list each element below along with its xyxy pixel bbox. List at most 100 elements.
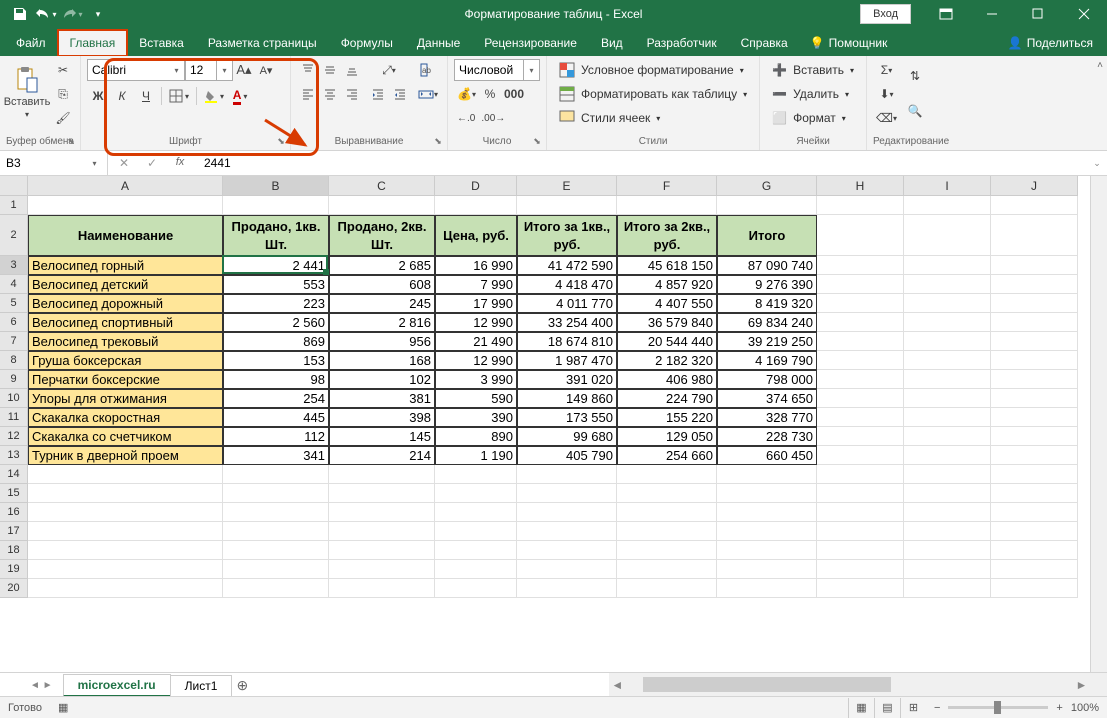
cell-C14[interactable]: [329, 465, 435, 484]
cell-G7[interactable]: 39 219 250: [717, 332, 817, 351]
cell-E6[interactable]: 33 254 400: [517, 313, 617, 332]
cell-E18[interactable]: [517, 541, 617, 560]
name-box-dropdown[interactable]: ▾: [82, 159, 107, 168]
cell-I20[interactable]: [904, 579, 991, 598]
tab-developer[interactable]: Разработчик: [635, 30, 729, 56]
redo-button[interactable]: ▾: [60, 3, 84, 25]
row-header-11[interactable]: 11: [0, 408, 27, 427]
cell-D17[interactable]: [435, 522, 517, 541]
cell-E16[interactable]: [517, 503, 617, 522]
font-color-button[interactable]: А▾: [229, 85, 251, 107]
cell-I17[interactable]: [904, 522, 991, 541]
cell-E15[interactable]: [517, 484, 617, 503]
cell-F19[interactable]: [617, 560, 717, 579]
cell-A18[interactable]: [28, 541, 223, 560]
column-header-G[interactable]: G: [717, 176, 817, 195]
cell-E14[interactable]: [517, 465, 617, 484]
cell-F4[interactable]: 4 857 920: [617, 275, 717, 294]
cell-D15[interactable]: [435, 484, 517, 503]
accounting-format-button[interactable]: 💰▾: [454, 83, 479, 105]
cell-D13[interactable]: 1 190: [435, 446, 517, 465]
tab-file[interactable]: Файл: [4, 30, 58, 56]
decrease-decimal-button[interactable]: .00→: [478, 107, 508, 129]
cell-J17[interactable]: [991, 522, 1078, 541]
tell-me[interactable]: 💡 Помощник: [800, 30, 898, 56]
cell-F1[interactable]: [617, 196, 717, 215]
row-header-16[interactable]: 16: [0, 503, 27, 522]
cell-D10[interactable]: 590: [435, 389, 517, 408]
font-name-input[interactable]: [87, 59, 169, 81]
cell-B11[interactable]: 445: [223, 408, 329, 427]
cell-H13[interactable]: [817, 446, 904, 465]
cell-E7[interactable]: 18 674 810: [517, 332, 617, 351]
cell-G6[interactable]: 69 834 240: [717, 313, 817, 332]
cell-B17[interactable]: [223, 522, 329, 541]
font-launcher[interactable]: ⬊: [275, 135, 287, 147]
qat-customize[interactable]: ▾: [86, 3, 110, 25]
cell-B14[interactable]: [223, 465, 329, 484]
cell-D12[interactable]: 890: [435, 427, 517, 446]
font-size-dropdown[interactable]: ▾: [217, 59, 233, 81]
cell-A16[interactable]: [28, 503, 223, 522]
cell-I15[interactable]: [904, 484, 991, 503]
cell-A4[interactable]: Велосипед детский: [28, 275, 223, 294]
cell-I2[interactable]: [904, 215, 991, 256]
row-header-14[interactable]: 14: [0, 465, 27, 484]
cell-F2[interactable]: Итого за 2кв., руб.: [617, 215, 717, 256]
cell-E5[interactable]: 4 011 770: [517, 294, 617, 313]
tab-insert[interactable]: Вставка: [127, 30, 196, 56]
cell-C20[interactable]: [329, 579, 435, 598]
cell-D9[interactable]: 3 990: [435, 370, 517, 389]
cell-B7[interactable]: 869: [223, 332, 329, 351]
cell-A7[interactable]: Велосипед трековый: [28, 332, 223, 351]
cell-C15[interactable]: [329, 484, 435, 503]
close-button[interactable]: [1061, 0, 1107, 28]
cell-C5[interactable]: 245: [329, 294, 435, 313]
expand-formula-button[interactable]: ⌄: [1087, 158, 1107, 169]
cell-H17[interactable]: [817, 522, 904, 541]
cell-C10[interactable]: 381: [329, 389, 435, 408]
enter-formula-button[interactable]: ✓: [142, 156, 162, 170]
cell-I6[interactable]: [904, 313, 991, 332]
normal-view-button[interactable]: ▦: [848, 698, 874, 718]
tab-page-layout[interactable]: Разметка страницы: [196, 30, 329, 56]
cell-E17[interactable]: [517, 522, 617, 541]
cell-B19[interactable]: [223, 560, 329, 579]
cell-I4[interactable]: [904, 275, 991, 294]
cell-C19[interactable]: [329, 560, 435, 579]
cell-E8[interactable]: 1 987 470: [517, 351, 617, 370]
row-header-18[interactable]: 18: [0, 541, 27, 560]
row-header-3[interactable]: 3: [0, 256, 27, 275]
insert-cells-button[interactable]: ➕Вставить▾: [766, 59, 860, 81]
cell-E10[interactable]: 149 860: [517, 389, 617, 408]
cell-G2[interactable]: Итого: [717, 215, 817, 256]
number-format-select[interactable]: [454, 59, 524, 81]
add-sheet-button[interactable]: ⊕: [231, 677, 253, 694]
cell-H18[interactable]: [817, 541, 904, 560]
cell-H9[interactable]: [817, 370, 904, 389]
macro-record-icon[interactable]: ▦: [58, 701, 68, 714]
vertical-scrollbar[interactable]: [1090, 176, 1107, 674]
cell-C16[interactable]: [329, 503, 435, 522]
alignment-launcher[interactable]: ⬊: [432, 135, 444, 147]
cell-J7[interactable]: [991, 332, 1078, 351]
cell-A10[interactable]: Упоры для отжимания: [28, 389, 223, 408]
tab-review[interactable]: Рецензирование: [472, 30, 589, 56]
cell-D18[interactable]: [435, 541, 517, 560]
conditional-formatting-button[interactable]: Условное форматирование▾: [553, 59, 753, 81]
name-box-input[interactable]: [0, 156, 82, 170]
cell-I5[interactable]: [904, 294, 991, 313]
cell-H8[interactable]: [817, 351, 904, 370]
cell-A13[interactable]: Турник в дверной проем: [28, 446, 223, 465]
cell-H12[interactable]: [817, 427, 904, 446]
cell-B1[interactable]: [223, 196, 329, 215]
cell-G10[interactable]: 374 650: [717, 389, 817, 408]
cell-C8[interactable]: 168: [329, 351, 435, 370]
cell-G9[interactable]: 798 000: [717, 370, 817, 389]
sheet-tab-other[interactable]: Лист1: [170, 675, 233, 696]
row-header-1[interactable]: 1: [0, 196, 27, 215]
cell-G3[interactable]: 87 090 740: [717, 256, 817, 275]
cell-I8[interactable]: [904, 351, 991, 370]
cell-F11[interactable]: 155 220: [617, 408, 717, 427]
cell-G1[interactable]: [717, 196, 817, 215]
